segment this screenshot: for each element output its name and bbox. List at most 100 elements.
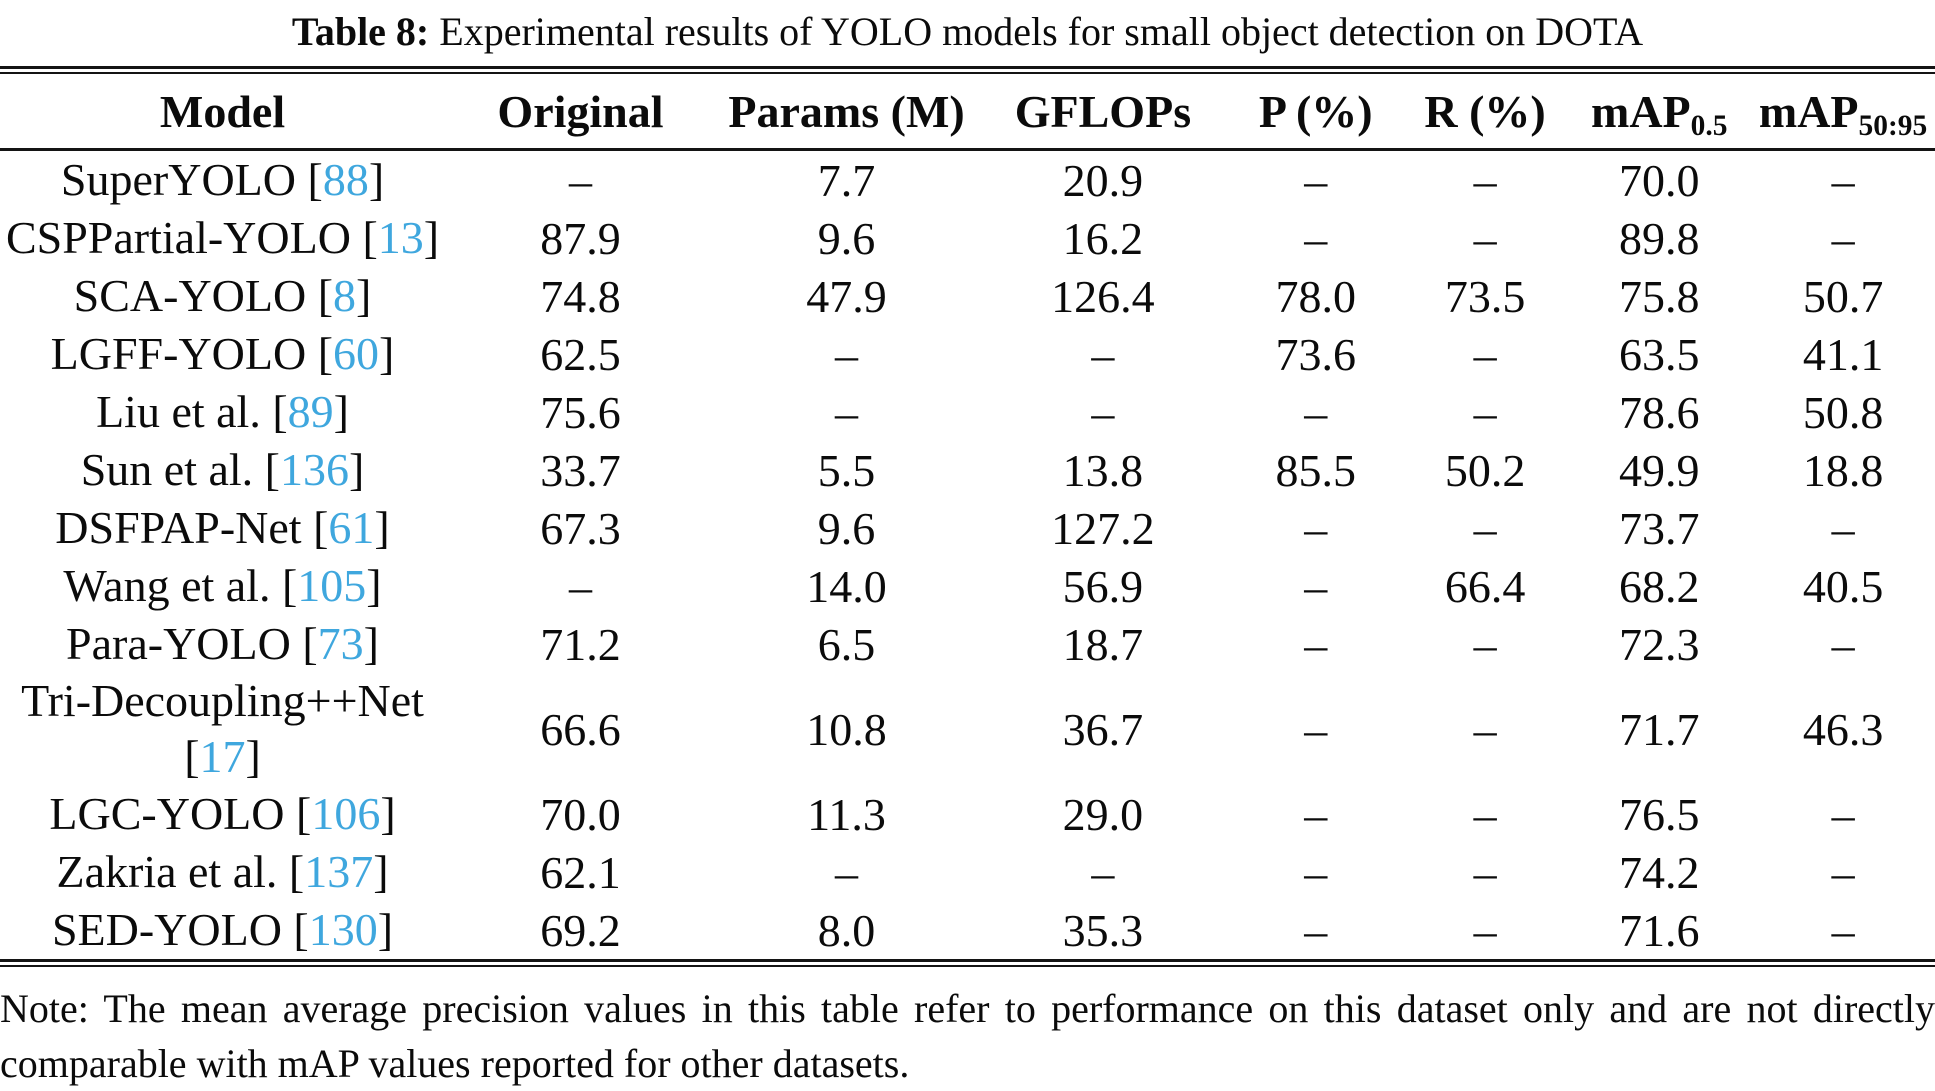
column-header-model: Model	[0, 74, 446, 151]
table-row: CSPPartial-YOLO [13] 87.9 9.6 16.2 – – 89.8 –	[0, 209, 1935, 267]
cell-model: SED-YOLO [130]	[51, 904, 394, 955]
citation-link[interactable]: 8	[333, 270, 357, 321]
citation-link[interactable]: 130	[308, 904, 378, 955]
cell-map05: 76.5	[1618, 788, 1700, 840]
cell-model: Para-YOLO [73]	[66, 618, 379, 669]
results-table: Model Original Params (M) GFLOPs P (%) R (%) m…	[0, 74, 1935, 959]
cell-r: –	[1473, 846, 1497, 898]
cell-p: –	[1304, 560, 1328, 612]
cell-gflops: 56.9	[1062, 560, 1144, 612]
cell-model: SCA-YOLO [8]	[73, 270, 372, 321]
cell-r: 50.2	[1444, 444, 1526, 496]
cell-map05: 63.5	[1618, 328, 1700, 380]
cell-map5095: –	[1831, 788, 1855, 840]
cell-p: –	[1304, 386, 1328, 438]
cell-r: –	[1473, 904, 1497, 956]
header-row: Model Original Params (M) GFLOPs P (%) R (%) m…	[0, 74, 1935, 151]
citation-link[interactable]: 89	[287, 386, 334, 437]
cell-p: –	[1304, 904, 1328, 956]
column-header-params: Params (M)	[715, 74, 978, 151]
cell-orig: –	[568, 154, 592, 206]
cell-map5095: 50.8	[1802, 386, 1884, 438]
cell-gflops: 18.7	[1062, 618, 1144, 670]
cell-map05: 74.2	[1618, 846, 1700, 898]
cell-orig: 70.0	[540, 788, 621, 840]
cell-r: –	[1473, 502, 1497, 554]
cell-params: –	[835, 328, 859, 380]
cell-model: LGC-YOLO [106]	[49, 788, 396, 839]
cell-params: –	[835, 386, 859, 438]
cell-params: 14.0	[806, 560, 887, 612]
table-note: Note: The mean average precision values …	[0, 986, 1935, 1086]
cell-map5095: –	[1831, 618, 1855, 670]
cell-orig: 69.2	[540, 904, 621, 956]
citation-link[interactable]: 88	[322, 154, 369, 205]
cell-gflops: 127.2	[1051, 502, 1155, 554]
column-header-subscript: 50:95	[1858, 109, 1928, 142]
table-row: Liu et al. [89] 75.6 – – – – 78.6 50.8	[0, 383, 1935, 441]
cell-gflops: –	[1091, 328, 1115, 380]
cell-params: 9.6	[817, 502, 876, 554]
column-header-r: R (%)	[1402, 74, 1568, 151]
citation-link[interactable]: 106	[311, 788, 381, 839]
cell-orig: 75.6	[540, 386, 621, 438]
cell-map05: 72.3	[1618, 618, 1700, 670]
column-header-p: P (%)	[1228, 74, 1403, 151]
cell-p: –	[1304, 212, 1328, 264]
citation-link[interactable]: 13	[377, 212, 424, 263]
cell-params: 7.7	[817, 154, 876, 206]
cell-orig: –	[568, 560, 592, 612]
cell-orig: 62.5	[540, 328, 621, 380]
cell-gflops: 36.7	[1062, 703, 1144, 755]
cell-map05: 75.8	[1618, 270, 1700, 322]
cell-map05: 71.7	[1618, 703, 1700, 755]
cell-params: 11.3	[807, 788, 886, 840]
table-row: DSFPAP-Net [61] 67.3 9.6 127.2 – – 73.7 –	[0, 499, 1935, 557]
citation-link[interactable]: 17	[199, 731, 246, 782]
cell-model: Sun et al. [136]	[80, 444, 365, 495]
cell-map05: 78.6	[1618, 386, 1700, 438]
cell-gflops: 35.3	[1062, 904, 1144, 956]
citation-link[interactable]: 136	[280, 444, 349, 495]
table-header: Model Original Params (M) GFLOPs P (%) R (%) m…	[0, 74, 1935, 151]
cell-r: –	[1473, 154, 1497, 206]
cell-params: 10.8	[806, 703, 887, 755]
column-header-map5095: mAP50:95	[1751, 74, 1935, 151]
cell-p: 78.0	[1275, 270, 1357, 322]
citation-link[interactable]: 61	[328, 502, 375, 553]
cell-orig: 71.2	[540, 618, 621, 670]
cell-orig: 67.3	[540, 502, 621, 554]
cell-model: CSPPartial-YOLO [13]	[5, 212, 440, 263]
table-top-rule	[0, 66, 1935, 74]
citation-link[interactable]: 73	[317, 618, 364, 669]
citation-link[interactable]: 60	[333, 328, 380, 379]
cell-p: 73.6	[1275, 328, 1357, 380]
cell-gflops: 16.2	[1062, 212, 1144, 264]
citation-link[interactable]: 105	[297, 560, 367, 611]
citation-link[interactable]: 137	[304, 846, 374, 897]
caption-label: Table 8:	[291, 9, 430, 54]
cell-map05: 68.2	[1618, 560, 1700, 612]
cell-orig: 66.6	[540, 703, 621, 755]
table-row: Zakria et al. [137] 62.1 – – – – 74.2 –	[0, 843, 1935, 901]
cell-r: –	[1473, 618, 1497, 670]
table-row: Wang et al. [105] – 14.0 56.9 – 66.4 68.2 40.5	[0, 557, 1935, 615]
cell-model: Zakria et al. [137]	[56, 846, 389, 897]
cell-p: –	[1304, 502, 1328, 554]
cell-orig: 74.8	[540, 270, 621, 322]
cell-gflops: 20.9	[1062, 154, 1144, 206]
table-caption: Table 8: Experimental results of YOLO mo…	[0, 8, 1935, 56]
table-bottom-rule	[0, 959, 1935, 967]
cell-model: Liu et al. [89]	[96, 386, 349, 437]
cell-map5095: 50.7	[1802, 270, 1884, 322]
cell-r: 66.4	[1444, 560, 1526, 612]
cell-gflops: 126.4	[1051, 270, 1155, 322]
caption-text: Experimental results of YOLO models for …	[439, 9, 1644, 54]
cell-p: –	[1304, 618, 1328, 670]
cell-r: –	[1473, 703, 1497, 755]
cell-params: 5.5	[817, 444, 876, 496]
table-row: Sun et al. [136] 33.7 5.5 13.8 85.5 50.2 49.9 1…	[0, 441, 1935, 499]
cell-p: –	[1304, 703, 1328, 755]
cell-params: –	[835, 846, 859, 898]
